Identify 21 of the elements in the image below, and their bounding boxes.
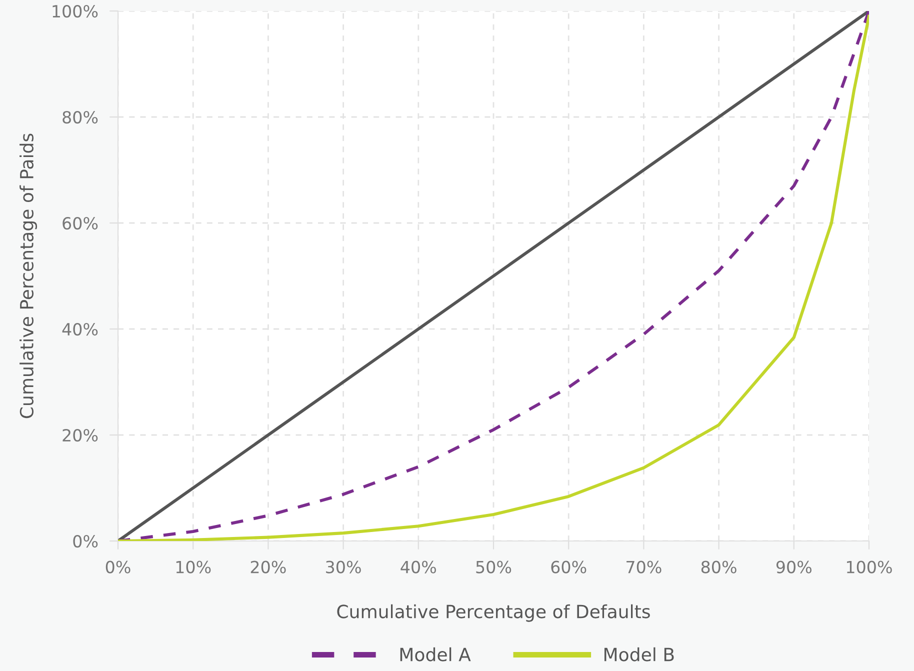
x-axis-title: Cumulative Percentage of Defaults [337, 604, 650, 622]
x-tick-label: 20% [250, 560, 286, 574]
x-tick-label: 40% [400, 560, 436, 574]
x-tick-label: 90% [776, 560, 812, 574]
y-tick-label: 0% [73, 534, 98, 548]
y-tick-label: 100% [52, 4, 98, 18]
x-tick-label: 0% [106, 560, 130, 574]
x-tick-label: 80% [701, 560, 736, 574]
y-axis-title: Cumulative Percentage of Paids [20, 134, 38, 418]
x-tick-label: 100% [847, 560, 892, 574]
x-tick-label: 50% [476, 560, 512, 574]
x-tick-label: 70% [626, 560, 662, 574]
legend-label: Model B [604, 647, 674, 662]
y-tick-label: 20% [62, 428, 98, 442]
y-tick-label: 40% [62, 322, 98, 336]
y-tick-label: 60% [62, 216, 98, 230]
x-tick-label: 10% [176, 560, 211, 574]
x-tick-label: 30% [326, 560, 361, 574]
x-tick-label: 60% [551, 560, 586, 574]
y-tick-label: 80% [62, 110, 98, 124]
legend-label: Model A [400, 647, 471, 662]
